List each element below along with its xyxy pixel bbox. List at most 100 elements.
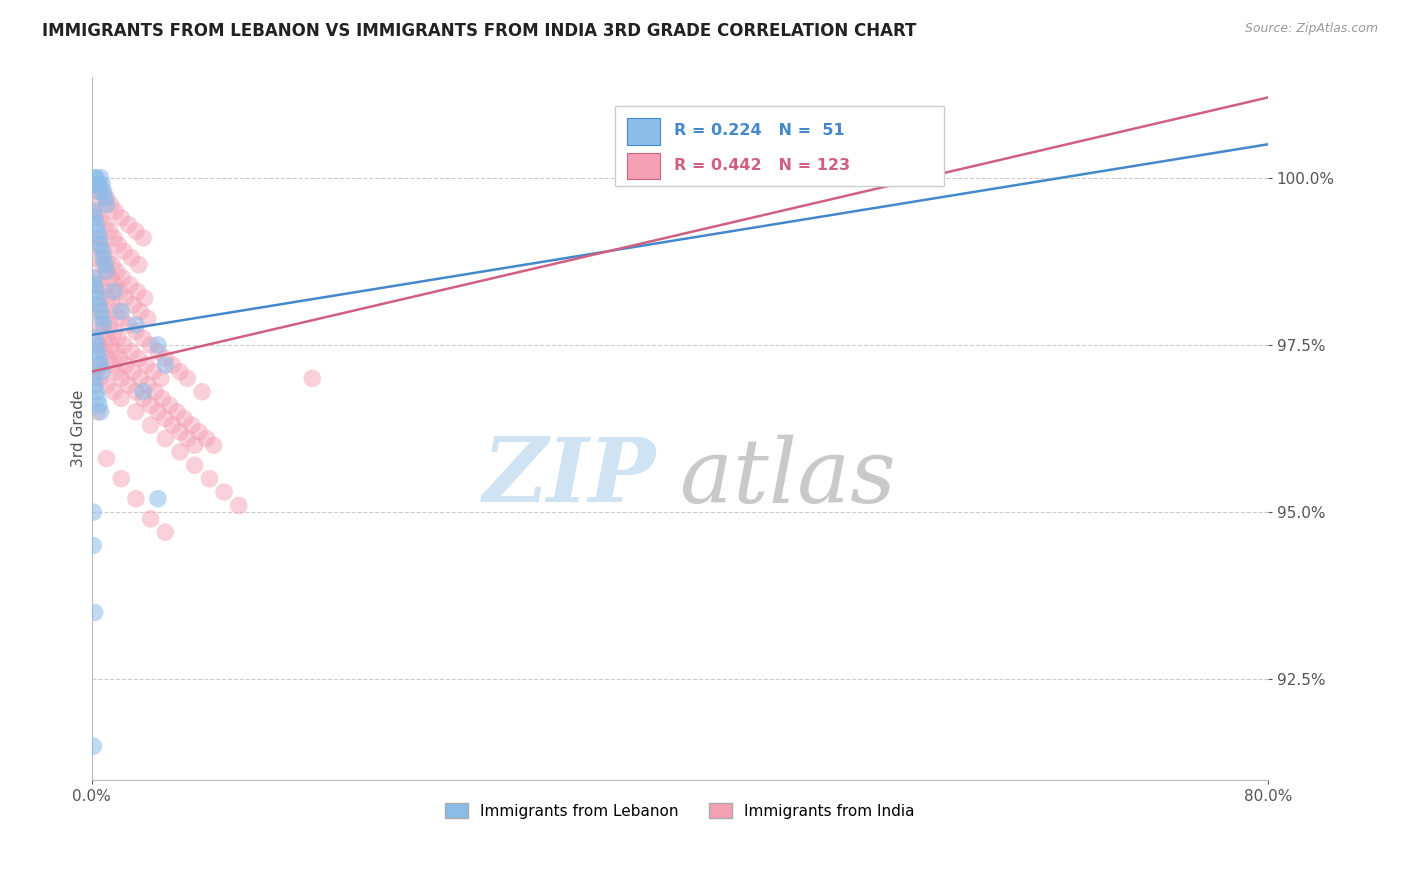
Point [84, 384, 107, 399]
Point [82, 505, 104, 519]
Point [110, 472, 132, 486]
FancyBboxPatch shape [627, 153, 659, 179]
Y-axis label: 3rd Grade: 3rd Grade [72, 390, 86, 467]
Point [104, 204, 127, 219]
Point [176, 371, 198, 385]
Point [104, 277, 127, 292]
Point [101, 258, 124, 272]
Point [110, 304, 132, 318]
Point [139, 398, 162, 412]
Point [82, 178, 104, 192]
Point [94, 218, 117, 232]
Point [86, 291, 108, 305]
Point [89, 178, 111, 192]
Point [96, 264, 118, 278]
Point [91, 311, 114, 326]
Point [183, 438, 205, 452]
Point [110, 211, 132, 225]
Point [84, 338, 107, 352]
Point [91, 178, 114, 192]
Point [155, 525, 177, 540]
Point [121, 344, 143, 359]
Point [83, 378, 105, 392]
Point [103, 231, 125, 245]
Point [117, 218, 139, 232]
Point [98, 318, 121, 332]
Point [111, 271, 134, 285]
Point [128, 351, 150, 366]
Point [139, 418, 162, 433]
Point [166, 405, 188, 419]
Point [155, 351, 177, 366]
Point [90, 237, 112, 252]
Point [114, 291, 136, 305]
Point [86, 224, 108, 238]
Point [132, 384, 155, 399]
Point [86, 405, 108, 419]
Point [82, 271, 104, 285]
Point [114, 358, 136, 372]
Point [198, 472, 221, 486]
Point [155, 432, 177, 446]
Text: atlas: atlas [679, 434, 896, 521]
Point [84, 170, 107, 185]
Point [82, 739, 104, 754]
Point [101, 358, 124, 372]
Point [150, 392, 173, 406]
Point [91, 325, 114, 339]
Point [93, 184, 115, 198]
Point [89, 277, 111, 292]
Point [159, 398, 181, 412]
Point [97, 251, 120, 265]
Point [86, 318, 108, 332]
Point [110, 371, 132, 385]
Point [96, 451, 118, 466]
Text: R = 0.442   N = 123: R = 0.442 N = 123 [673, 158, 851, 173]
Point [94, 311, 117, 326]
Point [83, 197, 105, 211]
Point [86, 251, 108, 265]
Point [104, 344, 127, 359]
Point [146, 338, 169, 352]
Point [125, 318, 148, 332]
Point [90, 304, 112, 318]
Point [112, 244, 135, 259]
Point [96, 331, 118, 345]
Point [89, 358, 111, 372]
Point [125, 224, 148, 238]
Point [83, 606, 105, 620]
Point [195, 432, 218, 446]
Point [107, 237, 129, 252]
Point [128, 258, 150, 272]
Point [101, 298, 124, 312]
Point [132, 231, 155, 245]
Point [84, 365, 107, 379]
Point [100, 271, 122, 285]
Text: R = 0.224   N =  51: R = 0.224 N = 51 [673, 122, 845, 137]
Point [103, 384, 125, 399]
Point [83, 211, 105, 225]
Point [83, 170, 105, 185]
Point [135, 358, 157, 372]
Point [191, 384, 214, 399]
Point [110, 311, 132, 326]
Point [105, 264, 128, 278]
Point [89, 231, 111, 245]
Point [117, 318, 139, 332]
Point [136, 378, 159, 392]
Text: IMMIGRANTS FROM LEBANON VS IMMIGRANTS FROM INDIA 3RD GRADE CORRELATION CHART: IMMIGRANTS FROM LEBANON VS IMMIGRANTS FR… [42, 22, 917, 40]
Point [84, 218, 107, 232]
Point [84, 298, 107, 312]
Point [82, 371, 104, 385]
Point [91, 258, 114, 272]
Point [90, 405, 112, 419]
Point [188, 425, 211, 439]
Point [155, 358, 177, 372]
Legend: Immigrants from Lebanon, Immigrants from India: Immigrants from Lebanon, Immigrants from… [439, 797, 921, 824]
FancyBboxPatch shape [627, 118, 659, 145]
Point [84, 231, 107, 245]
Point [122, 365, 145, 379]
Point [94, 191, 117, 205]
Point [90, 170, 112, 185]
Point [132, 392, 155, 406]
